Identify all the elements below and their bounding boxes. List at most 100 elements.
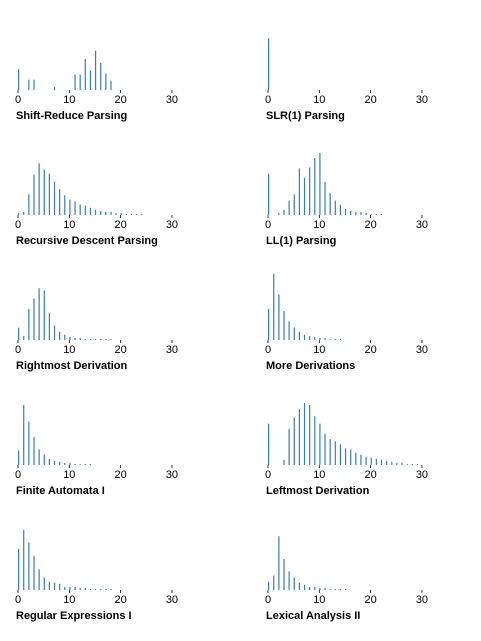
histogram-bar — [298, 331, 300, 340]
histogram-bar — [360, 211, 362, 215]
histogram-bar — [33, 555, 35, 590]
histogram-bar — [33, 437, 35, 465]
x-tick-label: 20 — [365, 594, 377, 606]
histogram-bar — [319, 587, 321, 590]
histogram-bar — [89, 588, 92, 590]
histogram-10: 0 10 20 30 Lexical Analysis II — [265, 536, 428, 622]
histogram-bar — [370, 457, 372, 465]
histogram-2: 0 10 20 30 SLR(1) Parsing — [265, 38, 428, 122]
histogram-bar — [319, 337, 321, 340]
x-tick-label: 0 — [265, 94, 271, 106]
x-tick-label: 0 — [265, 344, 271, 356]
histogram-bar — [94, 588, 97, 590]
histogram-bar — [23, 335, 25, 340]
x-tick-label: 0 — [265, 469, 271, 481]
histogram-bar — [69, 462, 71, 465]
histogram-8: 0 10 20 30 Leftmost Derivation — [265, 402, 428, 497]
histogram-bar — [18, 548, 20, 590]
histogram-bar — [64, 586, 66, 590]
histogram-bar — [309, 405, 311, 465]
histogram-bar — [53, 325, 56, 340]
histogram-bar — [110, 211, 112, 215]
histogram-bar — [100, 63, 102, 90]
histogram-bar — [23, 405, 25, 465]
histogram-bar — [386, 460, 388, 465]
histogram-bar — [288, 200, 290, 215]
histogram-1: 0 10 20 30 Shift-Reduce Parsing — [15, 50, 178, 122]
histogram-bar — [89, 338, 92, 340]
x-tick-label: 0 — [15, 469, 21, 481]
histogram-bar — [334, 200, 336, 215]
histogram-bar — [334, 338, 336, 340]
histogram-bar — [100, 338, 102, 340]
histogram-bar — [360, 454, 362, 465]
histogram-bar — [18, 69, 20, 90]
histogram-bar — [344, 588, 347, 590]
histogram-bar — [38, 569, 40, 590]
histogram-bar — [79, 587, 81, 590]
histogram-bar — [59, 189, 61, 215]
histogram-bar — [28, 194, 30, 215]
histogram-bar — [59, 583, 61, 590]
histogram-bar — [344, 208, 347, 215]
histogram-bar — [59, 331, 61, 340]
histogram-bar — [288, 571, 290, 590]
histogram-bar — [43, 454, 45, 465]
x-tick-label: 0 — [265, 594, 271, 606]
histogram-bar — [365, 212, 367, 215]
histogram-bar — [298, 168, 300, 215]
histogram-bar — [334, 588, 336, 590]
histogram-bar — [74, 586, 76, 590]
chart-title: Regular Expressions I — [16, 610, 132, 622]
histogram-bar — [314, 158, 316, 215]
histogram-bar — [334, 441, 336, 465]
x-tick-label: 10 — [63, 594, 75, 606]
histogram-bar — [43, 290, 45, 340]
histogram-bar — [396, 462, 398, 465]
histogram-bar — [268, 173, 270, 215]
histogram-bar — [84, 587, 86, 590]
x-tick-label: 20 — [365, 469, 377, 481]
histogram-bar — [141, 213, 143, 215]
histogram-bar — [380, 459, 383, 465]
x-tick-label: 0 — [15, 219, 21, 231]
histogram-bar — [375, 458, 377, 465]
x-tick-label: 10 — [313, 344, 325, 356]
histogram-bar — [339, 338, 342, 340]
histogram-bar — [278, 536, 280, 590]
x-tick-label: 30 — [416, 94, 428, 106]
histogram-bar — [100, 210, 102, 215]
histogram-bar — [64, 462, 66, 465]
x-tick-label: 20 — [115, 594, 127, 606]
histogram-bar — [69, 199, 71, 215]
histogram-bar — [33, 298, 35, 340]
histogram-bar — [324, 337, 326, 340]
histogram-bar — [89, 207, 92, 215]
histogram-bar — [18, 327, 20, 340]
histogram-bar — [329, 439, 331, 465]
histogram-bar — [64, 334, 66, 340]
histogram-bar — [125, 213, 127, 215]
x-tick-label: 30 — [416, 219, 428, 231]
histogram-bar — [268, 423, 270, 465]
histogram-bar — [324, 433, 326, 465]
histogram-6: 0 10 20 30 More Derivations — [265, 273, 428, 372]
histogram-bar — [43, 577, 45, 590]
histogram-4: 0 10 20 30 LL(1) Parsing — [265, 152, 428, 247]
x-tick-label: 30 — [166, 219, 178, 231]
histogram-bar — [273, 273, 275, 340]
chart-title: LL(1) Parsing — [266, 235, 336, 247]
histogram-9: 0 10 20 30 Regular Expressions I — [15, 530, 178, 622]
histogram-bar — [115, 212, 117, 215]
histogram-bar — [288, 428, 290, 465]
histogram-bar — [38, 449, 40, 465]
histogram-bar — [89, 463, 92, 465]
histogram-bar — [293, 577, 295, 590]
histogram-bar — [130, 213, 133, 215]
x-tick-label: 30 — [416, 344, 428, 356]
histogram-bar — [38, 288, 40, 340]
histogram-bar — [48, 458, 50, 465]
histogram-bar — [53, 460, 56, 465]
x-tick-label: 10 — [313, 594, 325, 606]
x-tick-label: 20 — [365, 344, 377, 356]
